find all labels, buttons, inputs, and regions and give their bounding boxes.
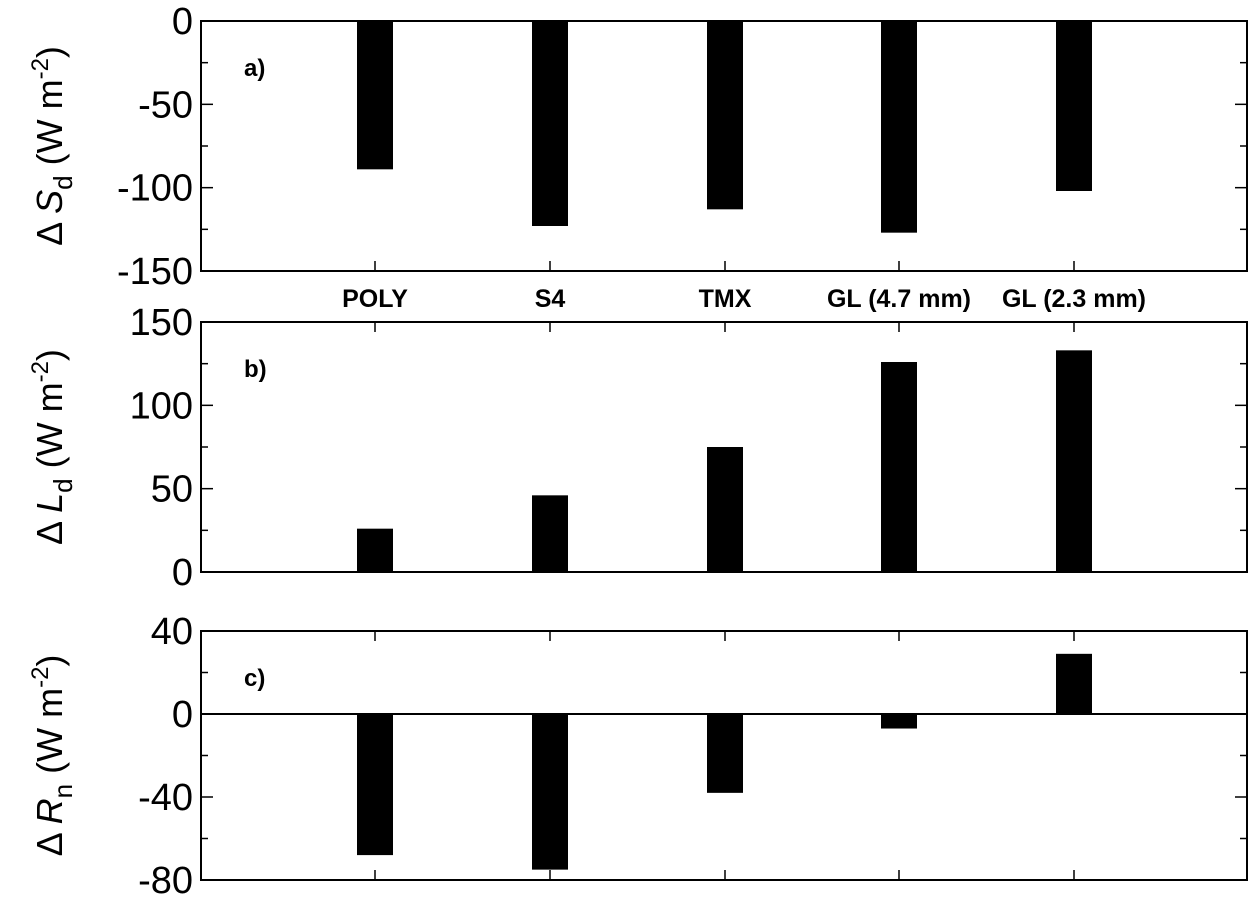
chart-panel-1: 0 -50 -100 -150 a) POLY S4 TMX GL (4.7 mm) GL (2.… <box>27 1 1248 313</box>
y-tick-label: 0 <box>172 1 193 43</box>
y-tick-label: 0 <box>172 552 193 594</box>
y-tick-label: 100 <box>130 385 193 427</box>
bar-tmx <box>707 21 743 210</box>
y-axis-label: Δ Sd (W m-2) <box>27 46 78 246</box>
bar-s4 <box>532 714 568 870</box>
x-category-label: POLY <box>342 285 408 313</box>
bar-tmx <box>707 714 743 793</box>
bar-poly <box>357 528 393 572</box>
chart-panel-2: 150 100 50 0 b) Δ Ld (W m-2) <box>27 302 1248 594</box>
y-tick-label: -80 <box>138 860 193 899</box>
bar-poly <box>357 21 393 170</box>
y-tick-label: -40 <box>138 777 193 819</box>
y-tick-label: 40 <box>151 611 193 653</box>
y-tick-label: -50 <box>138 84 193 126</box>
panel-label: b) <box>244 356 267 383</box>
y-tick-label: 0 <box>172 694 193 736</box>
bar-gl-4-7-mm- <box>881 362 917 572</box>
bar-tmx <box>707 447 743 572</box>
bar-s4 <box>532 21 568 226</box>
y-axis-label: Δ Ld (W m-2) <box>27 349 78 545</box>
bar-poly <box>357 714 393 856</box>
x-category-label: S4 <box>535 285 566 313</box>
bar-gl-2-3-mm- <box>1056 350 1092 572</box>
bar-s4 <box>532 495 568 572</box>
chart-panel-3: 40 0 -40 -80 c) Δ Rn (W m-2) <box>27 611 1248 902</box>
y-axis-label: Δ Rn (W m-2) <box>27 655 78 857</box>
x-category-label: GL (4.7 mm) <box>827 285 971 313</box>
y-tick-label: -100 <box>117 168 193 210</box>
bar-gl-4-7-mm- <box>881 714 917 729</box>
bar-gl-2-3-mm- <box>1056 653 1092 714</box>
panel-label: a) <box>244 55 265 82</box>
x-category-label: GL (2.3 mm) <box>1002 285 1146 313</box>
panel-label: c) <box>244 665 265 692</box>
y-tick-label: 150 <box>130 302 193 344</box>
bar-gl-4-7-mm- <box>881 21 917 233</box>
y-tick-label: 50 <box>151 469 193 511</box>
bar-gl-2-3-mm- <box>1056 21 1092 191</box>
y-tick-label: -150 <box>117 251 193 293</box>
x-category-label: TMX <box>699 285 752 313</box>
